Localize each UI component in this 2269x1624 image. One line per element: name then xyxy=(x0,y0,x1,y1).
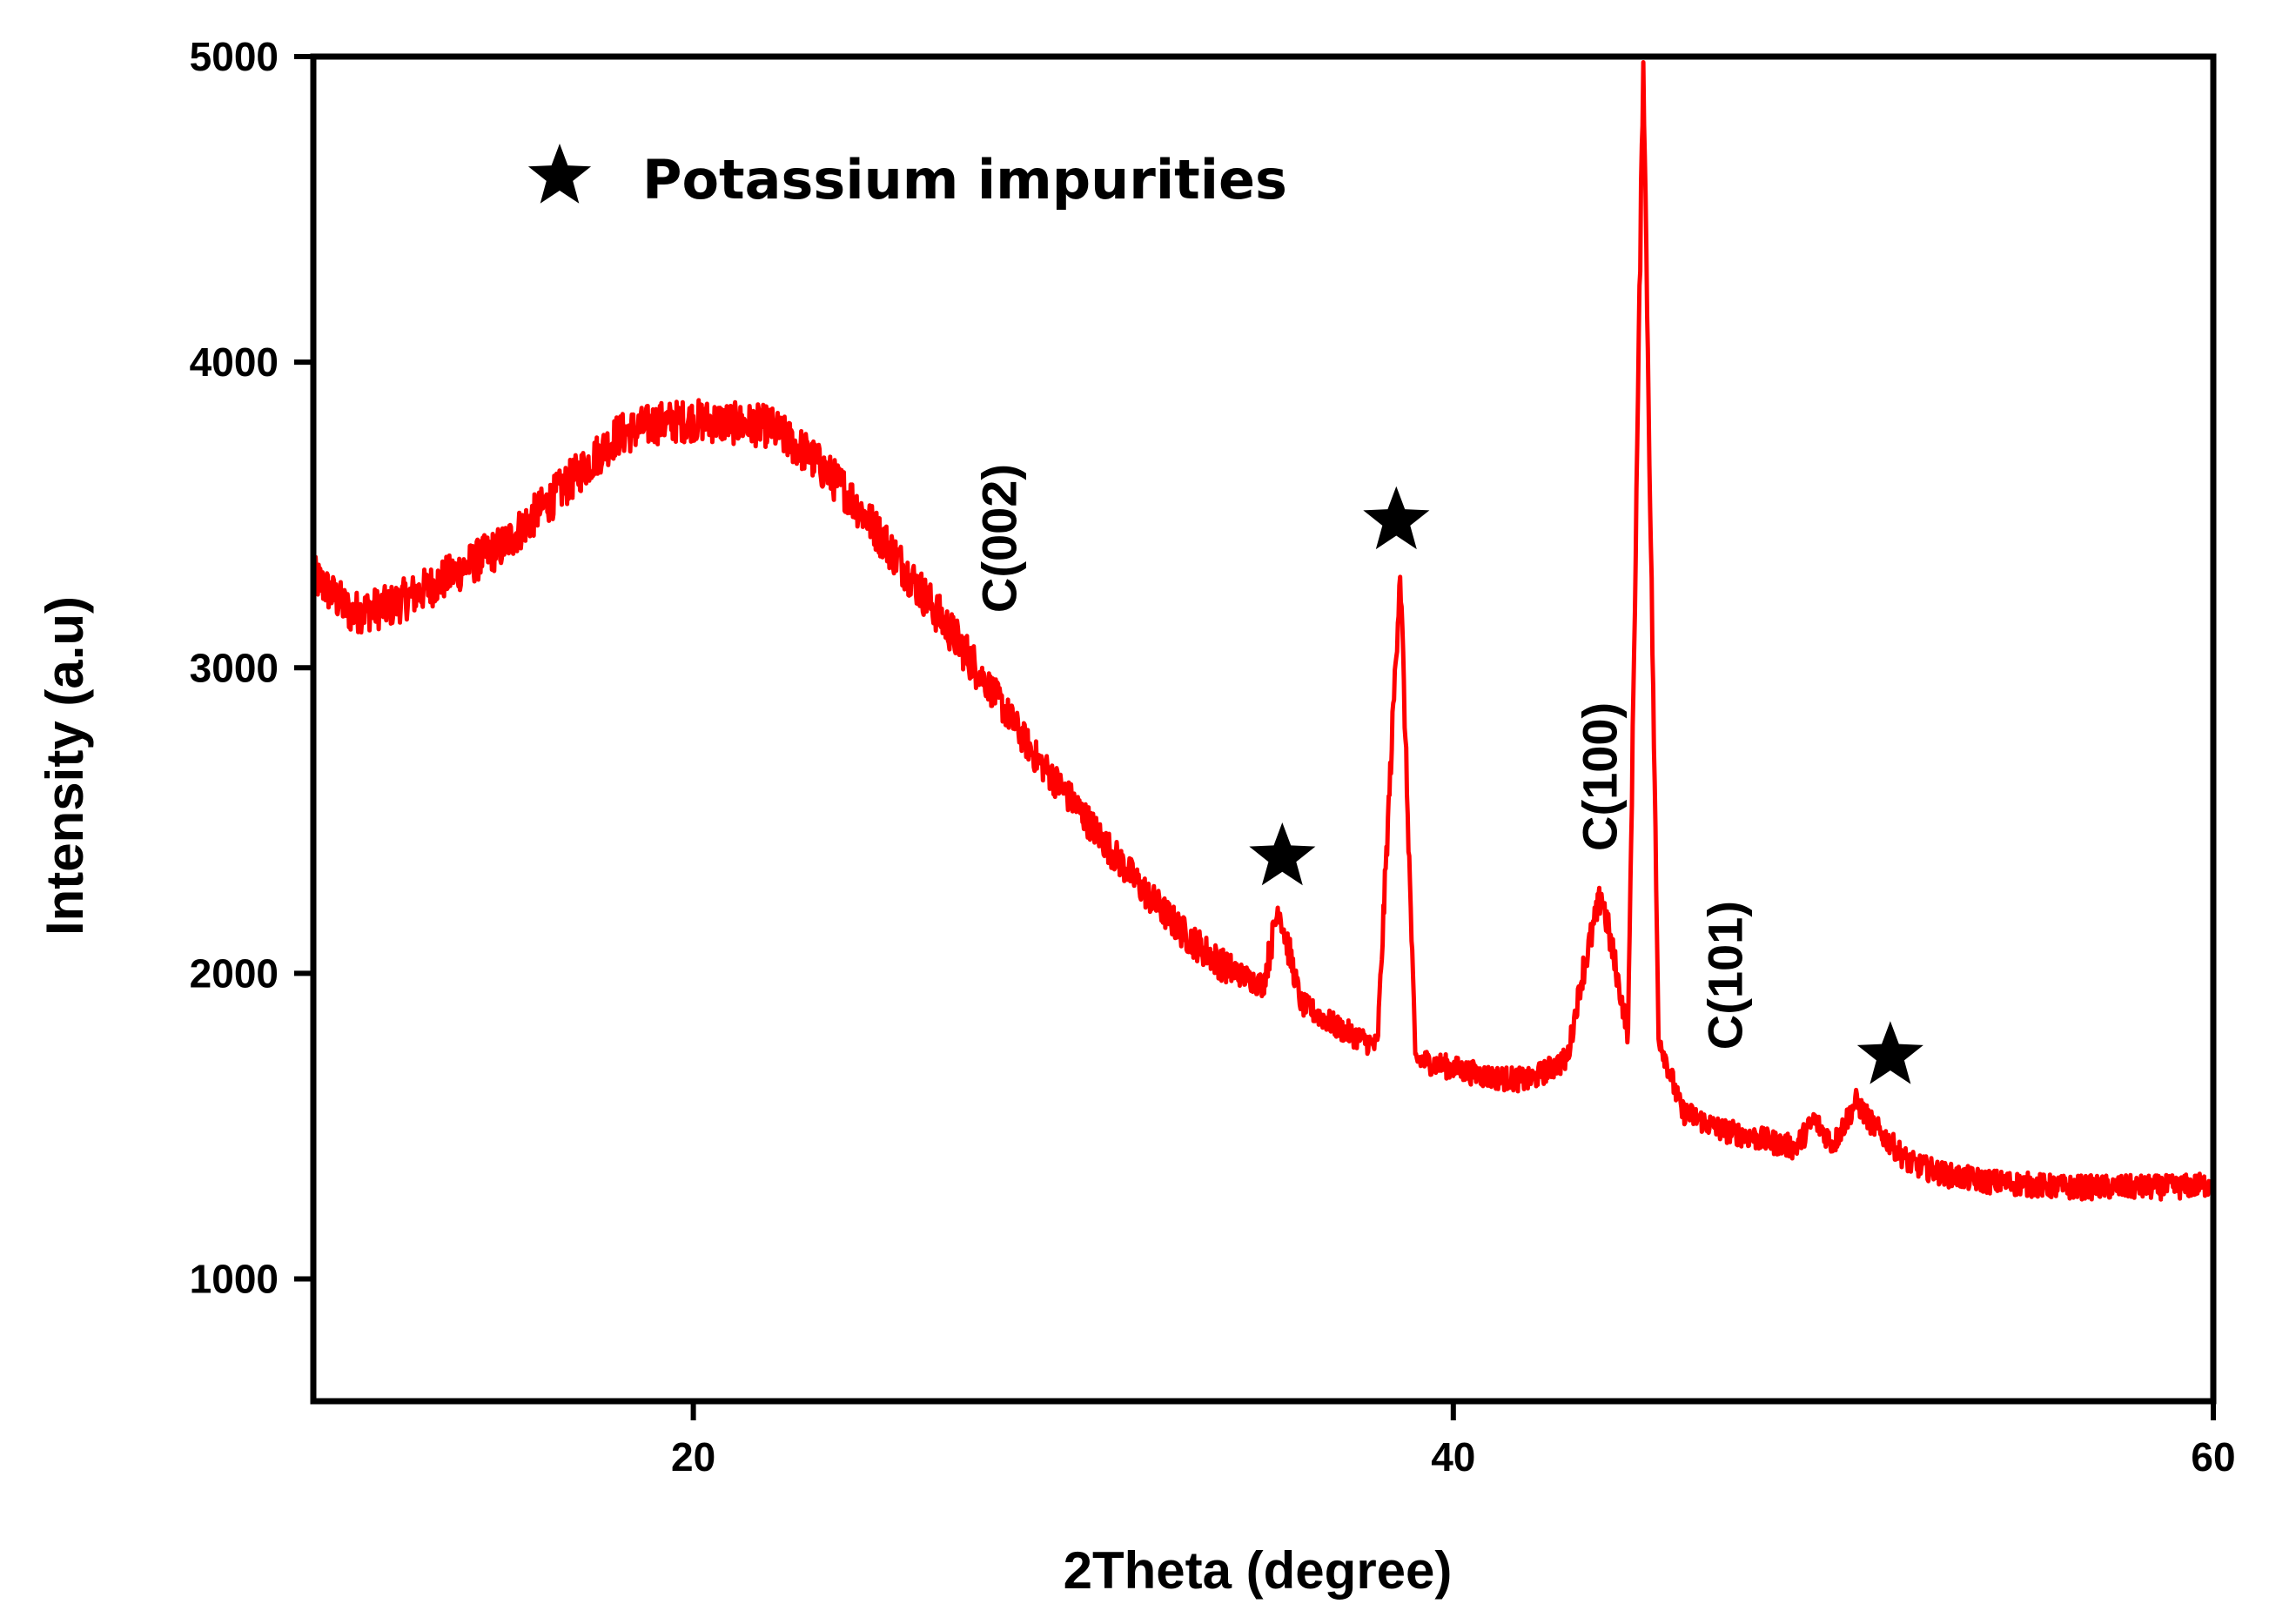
y-tick-label: 1000 xyxy=(190,1257,279,1302)
plot-frame xyxy=(310,53,2217,1405)
legend: Potassium impurities xyxy=(527,144,1287,211)
peak-annotation: C(100) xyxy=(1573,702,1628,851)
peak-annotation: C(002) xyxy=(972,464,1027,613)
y-axis-title: Intensity (a.u) xyxy=(36,596,94,936)
y-tick-label: 3000 xyxy=(190,645,279,690)
peak-annotation: C(101) xyxy=(1698,901,1753,1050)
series-line-0 xyxy=(313,60,2213,1202)
x-tick-label: 60 xyxy=(2191,1434,2235,1480)
y-tick-label: 4000 xyxy=(190,339,279,385)
impurity-star-icon xyxy=(1249,822,1316,886)
x-tick-label: 20 xyxy=(671,1434,715,1480)
x-tick-label: 40 xyxy=(1431,1434,1475,1480)
x-axis-title: 2Theta (degree) xyxy=(1064,1541,1453,1600)
legend-label: Potassium impurities xyxy=(642,148,1287,211)
y-tick-label: 2000 xyxy=(190,950,279,996)
legend-star-icon xyxy=(527,144,592,204)
y-tick-label: 5000 xyxy=(190,34,279,79)
impurity-star-icon xyxy=(1856,1021,1923,1084)
impurity-star-icon xyxy=(1363,486,1430,550)
